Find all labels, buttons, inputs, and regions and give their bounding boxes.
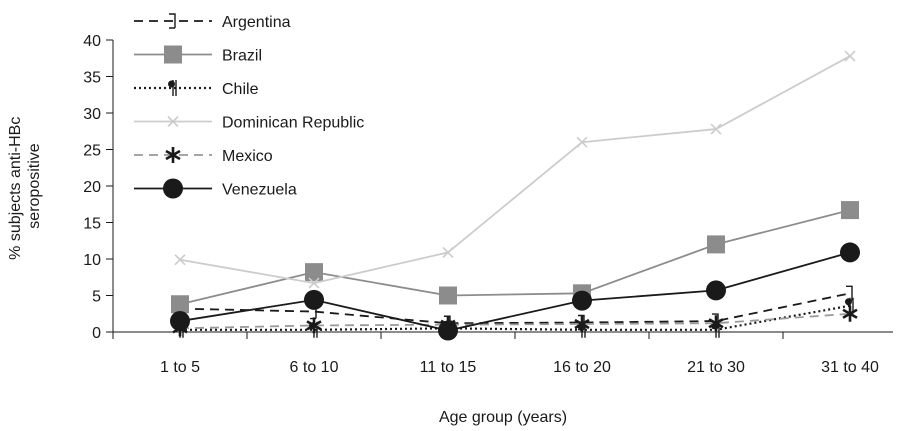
x-tick-label: 31 to 40 (821, 359, 879, 376)
y-axis-title-line-1: % subjects anti-HBc (7, 117, 24, 260)
y-axis: 0 5 10 15 20 25 30 35 40 (83, 33, 114, 342)
y-tick-label: 20 (83, 179, 101, 196)
x-axis: 1 to 5 6 to 10 11 to 15 16 to 20 21 to 30 31 … (112, 331, 893, 376)
data-point (305, 263, 323, 282)
data-point (572, 290, 592, 311)
data-point (574, 315, 590, 332)
data-point (708, 315, 724, 332)
x-tick-label: 21 to 30 (687, 359, 745, 376)
data-point (171, 295, 189, 314)
data-point (846, 285, 853, 302)
series-layer (170, 50, 860, 341)
data-point (576, 136, 588, 148)
legend-label: Brazil (222, 48, 262, 65)
data-point (439, 286, 457, 305)
legend-marker (163, 178, 183, 199)
y-tick-label: 25 (83, 143, 101, 160)
legend-label: Argentina (222, 14, 291, 31)
data-point (840, 242, 860, 263)
series-line (179, 312, 851, 330)
series-line (179, 55, 851, 285)
y-tick-label: 35 (83, 70, 101, 87)
legend-marker (164, 45, 182, 64)
legend-item: Argentina (134, 13, 291, 31)
data-point (174, 254, 186, 266)
data-point (844, 50, 856, 62)
legend-marker (168, 80, 177, 96)
data-point (438, 320, 458, 341)
series-line (179, 209, 851, 306)
data-point (706, 280, 726, 301)
legend-item: Venezuela (134, 178, 297, 199)
y-axis-title-line-2: seropositive (26, 143, 43, 228)
series-brazil (171, 201, 859, 314)
y-tick-label: 15 (83, 216, 101, 233)
series-venezuela (170, 242, 860, 341)
y-tick-label: 40 (83, 33, 101, 50)
data-point (170, 311, 190, 332)
data-point (304, 289, 324, 310)
x-axis-title: Age group (years) (439, 409, 567, 426)
y-tick-label: 5 (92, 289, 101, 306)
legend-item: Dominican Republic (134, 115, 364, 132)
data-point (842, 305, 858, 322)
series-line (179, 292, 851, 325)
series-dominican-republic (174, 50, 856, 289)
x-tick-label: 1 to 5 (160, 359, 200, 376)
data-point (841, 201, 859, 220)
y-axis-title: % subjects anti-HBc seropositive (7, 112, 43, 260)
legend-item: Brazil (134, 45, 262, 65)
series-line (179, 251, 851, 332)
series-line (180, 304, 851, 331)
legend-label: Venezuela (222, 182, 297, 199)
data-point (308, 277, 320, 289)
legend: Argentina Brazil Chile Dominican Republic Me… (134, 13, 364, 199)
legend-item: Mexico (134, 147, 273, 165)
legend-marker (167, 115, 179, 128)
legend-label: Dominican Republic (222, 115, 364, 132)
legend-label: Mexico (222, 148, 273, 165)
y-tick-label: 30 (83, 106, 101, 123)
data-point (707, 235, 725, 254)
legend-item: Chile (134, 80, 259, 98)
legend-label: Chile (222, 81, 259, 98)
x-tick-label: 11 to 15 (420, 359, 477, 376)
y-tick-label: 0 (92, 325, 101, 342)
data-point (442, 246, 454, 258)
x-tick-label: 16 to 20 (553, 359, 611, 376)
data-point (710, 123, 722, 135)
data-point (306, 317, 322, 334)
legend-marker (169, 13, 176, 29)
y-tick-label: 10 (83, 252, 101, 269)
legend-marker (165, 147, 181, 163)
x-tick-label: 6 to 10 (290, 359, 339, 376)
